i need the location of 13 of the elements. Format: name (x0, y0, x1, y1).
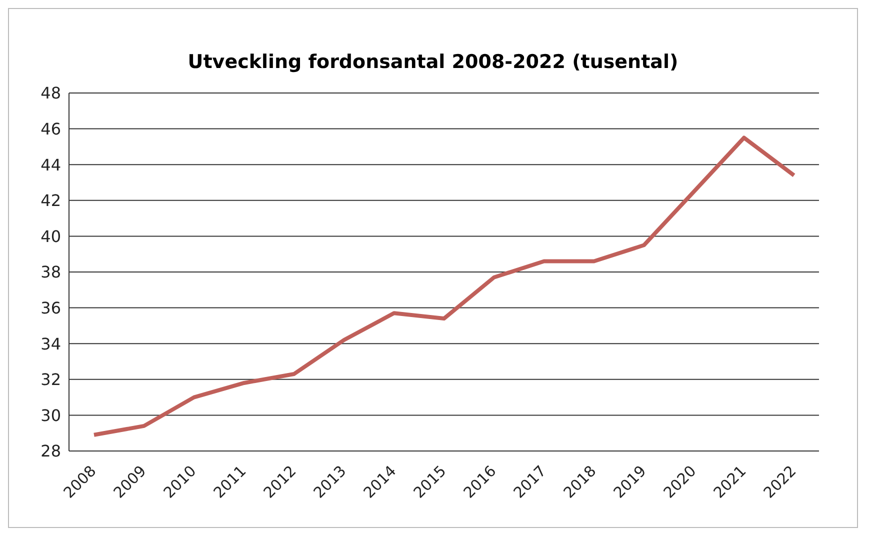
y-tick-label: 46 (40, 119, 61, 138)
y-tick-label: 32 (40, 370, 61, 390)
y-tick-label: 36 (40, 298, 61, 318)
line-series (92, 136, 796, 437)
y-tick-label: 42 (40, 191, 61, 210)
y-tick-label: 38 (40, 262, 61, 282)
chart-title: Utveckling fordonsantal 2008-2022 (tusental) (186, 50, 680, 75)
y-tick-label: 28 (40, 442, 61, 461)
y-tick-label: 40 (40, 226, 61, 246)
y-tick-label: 30 (40, 406, 61, 425)
y-tick-label: 34 (40, 334, 61, 354)
y-tick-label: 44 (40, 155, 61, 174)
y-tick-label: 48 (40, 84, 61, 103)
